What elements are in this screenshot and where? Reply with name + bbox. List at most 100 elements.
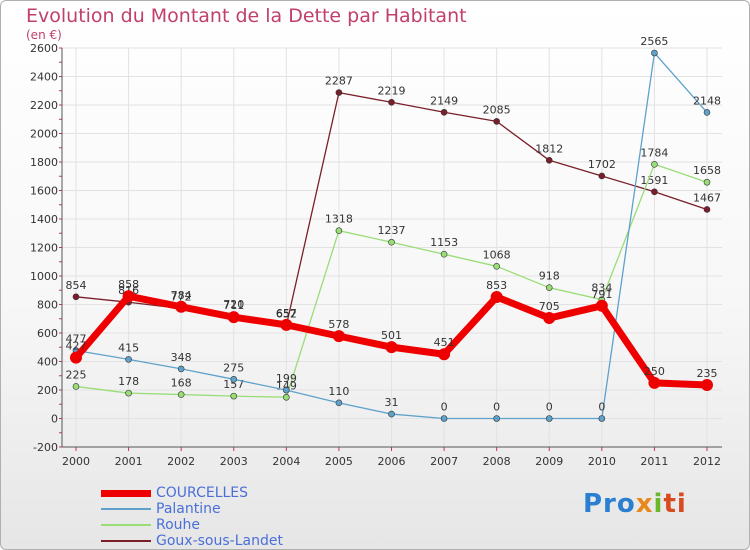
data-label-courcelles: 657 (276, 307, 297, 320)
data-point-palantine (283, 386, 290, 394)
y-tick-label: 1600 (30, 185, 58, 198)
x-tick-label: 2011 (640, 455, 668, 468)
x-tick-label: 2000 (62, 455, 90, 468)
data-label-palantine: 199 (276, 372, 297, 385)
data-point-rouhe (545, 284, 553, 291)
data-label-palantine: 275 (223, 361, 244, 374)
data-point-rouhe (493, 263, 500, 270)
data-point-courcelles (122, 290, 135, 303)
logo-part-4: ti (663, 489, 687, 519)
y-tick-label: 2600 (30, 42, 58, 55)
data-label-rouhe: 168 (171, 377, 192, 390)
legend-label-rouhe: Rouhe (156, 517, 201, 533)
chart-subtitle: (en €) (26, 28, 62, 42)
logo-part-2: x (635, 489, 654, 519)
proxiti-logo: Proxiti (583, 489, 687, 519)
data-point-courcelles (490, 290, 503, 303)
data-label-courcelles: 784 (171, 289, 192, 302)
data-point-rouhe (335, 227, 343, 234)
data-label-courcelles: 235 (697, 367, 718, 380)
data-point-palantine (125, 356, 132, 363)
data-label-courcelles: 705 (539, 300, 560, 313)
data-point-palantine (493, 415, 500, 422)
data-point-palantine (703, 109, 711, 116)
legend-label-goux-sous-landet: Goux-sous-Landet (156, 533, 283, 549)
data-label-rouhe: 1784 (640, 146, 668, 159)
data-label-palantine: 2148 (693, 94, 721, 107)
data-label-palantine: 2565 (640, 35, 668, 48)
data-label-courcelles: 711 (223, 299, 244, 312)
data-label-courcelles: 578 (328, 318, 349, 331)
data-label-palantine: 0 (493, 401, 500, 414)
data-label-courcelles: 858 (118, 278, 139, 291)
chart-title: Evolution du Montant de la Dette par Hab… (26, 5, 467, 27)
x-tick-label: 2006 (378, 455, 406, 468)
y-tick-label: 600 (37, 327, 58, 340)
data-label-palantine: 110 (328, 385, 349, 398)
data-label-goux-sous-landet: 854 (66, 279, 87, 292)
data-point-courcelles (595, 299, 608, 312)
x-tick-label: 2002 (167, 455, 195, 468)
data-label-rouhe: 918 (539, 270, 560, 283)
data-label-courcelles: 853 (486, 279, 507, 292)
logo-part-1: Pro (583, 489, 636, 519)
data-point-goux-sous-landet (703, 206, 711, 213)
legend-label-courcelles: COURCELLES (156, 485, 249, 501)
data-label-rouhe: 1068 (483, 248, 511, 261)
data-point-rouhe (703, 178, 711, 186)
y-tick-label: -200 (33, 441, 58, 454)
data-label-goux-sous-landet: 1702 (588, 158, 616, 171)
data-label-palantine: 348 (171, 351, 192, 364)
data-label-palantine: 0 (546, 401, 553, 414)
data-point-courcelles (543, 312, 556, 325)
data-point-courcelles (280, 318, 293, 331)
data-point-palantine (177, 365, 185, 373)
data-label-palantine: 31 (385, 396, 399, 409)
data-label-goux-sous-landet: 772 (171, 290, 192, 303)
data-point-rouhe (283, 393, 290, 401)
data-label-rouhe: 157 (223, 378, 244, 391)
data-point-palantine (388, 410, 395, 418)
y-tick-label: 800 (37, 299, 58, 312)
x-tick-label: 2001 (115, 455, 143, 468)
data-label-palantine: 415 (118, 341, 139, 354)
data-label-palantine: 477 (66, 333, 87, 346)
data-label-rouhe: 1153 (430, 236, 458, 249)
x-tick-label: 2003 (220, 455, 248, 468)
data-point-palantine (598, 415, 606, 422)
data-label-goux-sous-landet: 720 (223, 298, 244, 311)
data-point-courcelles (701, 379, 713, 392)
x-tick-label: 2007 (430, 455, 458, 468)
data-label-rouhe: 1237 (378, 224, 406, 237)
x-tick-label: 2008 (483, 455, 511, 468)
data-point-goux-sous-landet (545, 156, 553, 164)
data-point-courcelles (438, 348, 451, 361)
y-tick-label: 0 (51, 413, 58, 426)
data-label-goux-sous-landet: 1591 (640, 174, 668, 187)
data-label-courcelles: 501 (381, 329, 402, 342)
data-label-goux-sous-landet: 1467 (693, 191, 721, 204)
data-label-goux-sous-landet: 2219 (378, 84, 406, 97)
data-point-goux-sous-landet (598, 172, 606, 180)
legend-swatch-goux-sous-landet (101, 540, 151, 542)
data-label-rouhe: 225 (66, 368, 87, 381)
data-point-goux-sous-landet (440, 108, 448, 116)
data-point-goux-sous-landet (493, 118, 500, 125)
data-point-courcelles (227, 311, 240, 324)
data-label-rouhe: 178 (118, 375, 139, 388)
data-point-rouhe (72, 383, 80, 390)
data-point-courcelles (648, 376, 661, 389)
legend-swatch-palantine (101, 508, 151, 510)
data-label-rouhe: 834 (591, 282, 612, 295)
x-tick-label: 2010 (588, 455, 616, 468)
y-tick-label: 1800 (30, 156, 58, 169)
y-tick-label: 200 (37, 384, 58, 397)
data-label-goux-sous-landet: 652 (276, 308, 297, 321)
data-point-courcelles (175, 300, 188, 313)
legend-swatch-rouhe (101, 524, 151, 526)
data-label-goux-sous-landet: 2149 (430, 94, 458, 107)
data-point-goux-sous-landet (651, 188, 658, 196)
x-tick-label: 2009 (535, 455, 563, 468)
y-tick-label: 2400 (30, 71, 58, 84)
